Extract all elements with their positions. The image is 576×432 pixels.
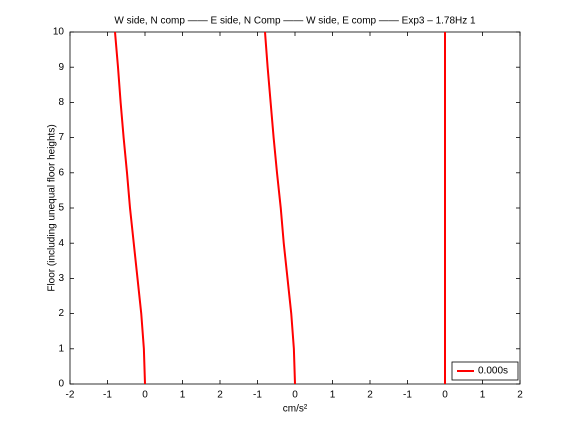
y-axis-label: Floor (including unequal floor heights) [47,124,58,291]
legend-label: 0.000s [478,366,508,377]
y-tick-label: 0 [58,379,64,390]
x-tick-label: 2 [517,390,523,401]
x-tick-label: 2 [217,390,223,401]
line [264,31,296,385]
x-tick-label: 0 [442,390,448,401]
y-tick-label: 1 [58,343,64,354]
y-tick-label: 6 [58,167,64,178]
y-tick-label: 4 [58,238,64,249]
x-tick-label: 1 [180,390,186,401]
x-tick-label: 1 [330,390,336,401]
x-tick-label: 0 [142,390,148,401]
y-tick-label: 2 [58,308,64,319]
y-tick-label: 5 [58,203,64,214]
x-tick-label: 2 [367,390,373,401]
x-tick-label: 0 [292,390,298,401]
y-tick-label: 10 [53,27,65,38]
y-tick-label: 3 [58,273,64,284]
x-tick-label: -1 [253,390,262,401]
x-tick-label: -1 [103,390,112,401]
legend-box [451,361,519,381]
x-tick-label: -2 [66,390,75,401]
x-tick-label: 1 [480,390,486,401]
y-tick-label: 8 [58,97,64,108]
y-tick-label: 7 [58,132,64,143]
y-tick-label: 9 [58,62,64,73]
x-axis-label: cm/s² [283,404,308,415]
x-tick-label: -1 [403,390,412,401]
chart-title: W side, N comp —— E side, N Comp —— W si… [114,16,476,27]
line [114,31,146,385]
